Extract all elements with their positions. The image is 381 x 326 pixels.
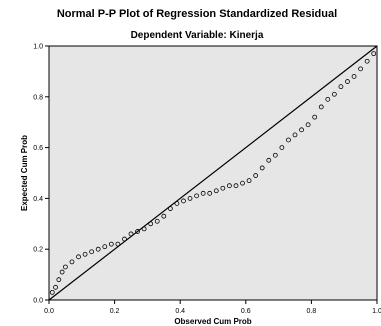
x-tick-label: 1.0 [372,308,381,315]
x-tick-label: 0.8 [307,308,317,315]
data-point [53,284,58,290]
data-point [286,137,291,143]
data-point [89,249,95,255]
data-point [181,198,186,204]
data-point [59,269,65,275]
data-point [272,152,278,158]
data-point [161,213,167,219]
data-point [325,96,331,102]
data-point [167,206,173,211]
data-point [108,241,114,247]
data-point [253,173,259,178]
data-point [279,145,285,151]
data-point [371,51,377,57]
data-point [56,277,62,283]
data-point [246,178,252,184]
data-point [226,183,232,189]
y-tick-label: 0.6 [33,145,43,152]
data-point [141,226,147,232]
x-axis-label: Observed Cum Prob [174,317,251,326]
data-point [82,251,88,257]
data-point [187,195,193,201]
data-point [76,254,81,260]
data-point [338,84,344,90]
chart-subtitle: Dependent Variable: Kinerja [131,30,264,41]
data-point [49,289,55,295]
data-point [331,91,337,97]
y-tick-label: 0.2 [33,247,43,254]
data-point [174,201,180,206]
data-point [318,104,324,110]
data-point [148,221,154,227]
data-point [69,259,75,265]
data-point [305,122,311,128]
data-point [63,264,68,270]
data-point [200,190,206,196]
data-point [299,127,304,133]
y-tick-label: 0.4 [33,196,43,203]
data-point [233,183,239,189]
data-point [364,58,370,64]
data-point [312,114,318,120]
data-point [154,218,160,224]
data-point [213,188,219,194]
x-tick-label: 0.6 [241,308,251,315]
data-point [358,66,364,72]
data-point [194,193,200,199]
data-point [128,231,134,237]
data-point [115,241,121,247]
x-tick-label: 0.2 [110,308,120,315]
data-point [266,157,272,163]
x-tick-label: 0.4 [175,308,185,315]
y-tick-label: 0.8 [33,94,43,101]
data-point [207,190,213,196]
y-tick-label: 0.0 [33,298,43,305]
data-point [292,132,298,138]
chart-title: Normal P-P Plot of Regression Standardiz… [57,8,337,20]
y-tick-label: 1.0 [33,44,43,51]
data-point [259,165,265,171]
data-point [220,185,226,191]
data-point [122,236,127,242]
data-point [135,229,140,234]
data-point [95,246,101,252]
x-tick-label: 0.0 [44,308,54,315]
data-point [351,74,357,79]
data-point [102,244,108,250]
data-point [345,79,350,84]
y-axis-label: Expected Cum Prob [20,135,29,211]
data-point [240,180,245,186]
reference-line [48,45,378,301]
